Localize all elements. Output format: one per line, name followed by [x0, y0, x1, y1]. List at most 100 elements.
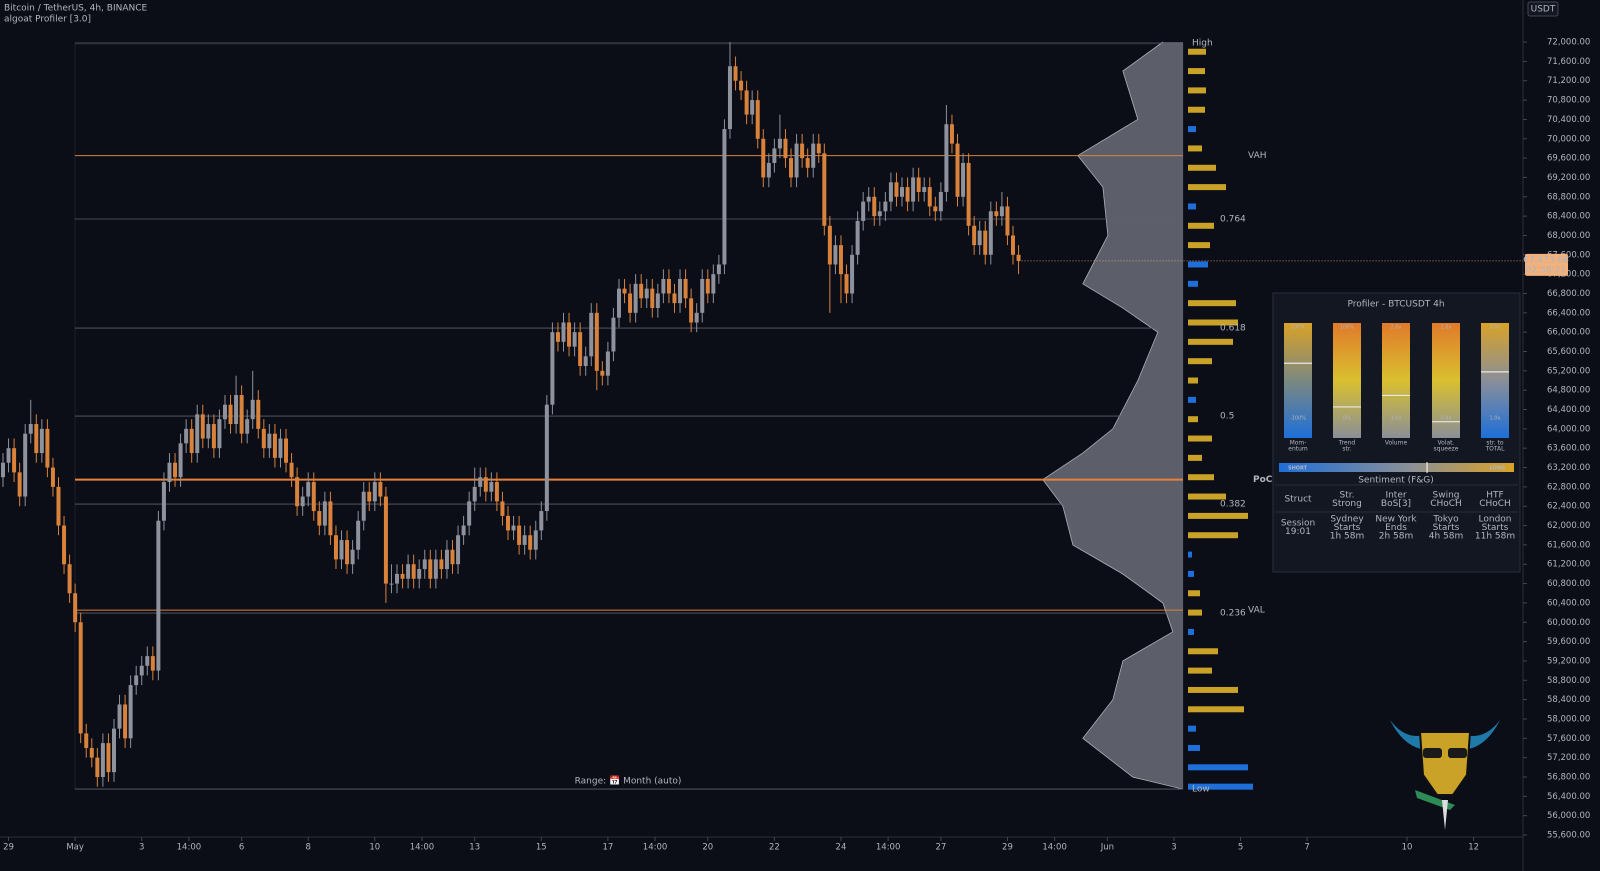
table-cell: 11h 58m: [1475, 532, 1515, 542]
last-price-label: 67,473.66: [1523, 255, 1569, 265]
sentiment-label: Sentiment (F&G): [1358, 476, 1434, 486]
x-tick-label: 7: [1304, 843, 1309, 853]
delta-bar: [1188, 126, 1196, 133]
x-tick-label: 12: [1468, 843, 1479, 853]
gauge-bottom: 0%: [1343, 416, 1351, 422]
candle-body: [777, 138, 782, 149]
candle-body: [1005, 206, 1010, 236]
delta-bar: [1188, 648, 1218, 655]
candle-body: [666, 278, 671, 294]
candle-body: [34, 424, 39, 454]
candle-body: [949, 124, 954, 144]
candle-body: [983, 230, 988, 255]
table-cell: 19:01: [1285, 527, 1311, 537]
y-tick-label: 57,600.00: [1547, 734, 1590, 744]
delta-bar: [1188, 377, 1198, 384]
delta-bar: [1188, 203, 1196, 210]
currency[interactable]: USDT: [1531, 5, 1556, 15]
candle-body: [611, 317, 616, 352]
x-tick-label: 14:00: [177, 843, 202, 853]
candle-body: [539, 511, 544, 531]
candle-body: [827, 225, 832, 265]
table-cell: Tokyo: [1432, 515, 1459, 525]
x-tick-label: 3: [139, 843, 144, 853]
gauge-top: 100%: [1340, 325, 1355, 331]
candle-body: [838, 245, 843, 275]
candle-body: [766, 162, 771, 178]
y-tick-label: 56,400.00: [1547, 792, 1590, 802]
candle-body: [783, 138, 788, 159]
candle-body: [938, 191, 943, 212]
candle-body: [406, 564, 411, 579]
candle-body: [661, 278, 666, 294]
candle-body: [12, 448, 17, 473]
gauge: [1284, 323, 1312, 438]
gauge-top: 2.0x: [1391, 325, 1402, 331]
table-header: Inter: [1385, 491, 1406, 501]
candle-body: [550, 332, 555, 405]
delta-bar: [1188, 184, 1226, 191]
x-tick-label: 14:00: [876, 843, 901, 853]
x-tick-label: 27: [935, 843, 946, 853]
delta-bar: [1188, 454, 1202, 461]
candle-body: [633, 283, 638, 313]
candle-body: [511, 525, 516, 531]
candle-body: [616, 288, 621, 318]
candle-body: [250, 399, 255, 420]
candle-body: [145, 656, 150, 666]
candle-body: [239, 395, 244, 434]
y-tick-label: 58,000.00: [1547, 714, 1590, 724]
table-cell: 4h 58m: [1429, 532, 1464, 542]
candle-body: [361, 491, 366, 521]
gauge: [1432, 323, 1460, 438]
x-tick-label: 17: [602, 843, 613, 853]
candle-body: [134, 675, 139, 686]
candle-body: [555, 332, 560, 342]
candle-body: [650, 288, 655, 308]
candle-body: [761, 138, 766, 178]
candle-body: [816, 143, 821, 154]
x-tick-label: 10: [369, 843, 380, 853]
y-tick-label: 64,400.00: [1547, 405, 1590, 415]
candle-body: [84, 733, 89, 748]
candle-body: [322, 501, 327, 526]
candle-body: [872, 196, 877, 217]
candle-body: [927, 187, 932, 207]
x-tick-label: Jun: [1100, 843, 1114, 853]
profiler-panel: Profiler - BTCUSDT 4h 100% -100% Mom-entum…: [1272, 292, 1521, 573]
gauge-name: squeeze: [1434, 446, 1459, 453]
currency-box[interactable]: [1527, 1, 1559, 17]
table-header: Str.: [1340, 491, 1355, 501]
table-header: Swing: [1433, 491, 1460, 501]
y-tick-label: 58,400.00: [1547, 695, 1590, 705]
fib-label: 0.5: [1220, 412, 1234, 422]
candle-body: [150, 656, 155, 671]
x-tick-label: 13: [469, 843, 480, 853]
candle-body: [73, 593, 78, 623]
candle-body: [800, 143, 805, 159]
candle-body: [494, 482, 499, 502]
x-tick-label: 6: [239, 843, 244, 853]
candle-body: [589, 312, 594, 357]
candle-body: [517, 525, 522, 545]
delta-bar: [1188, 338, 1233, 345]
y-tick-label: 70,400.00: [1547, 115, 1590, 125]
candle-body: [67, 564, 72, 594]
y-tick-label: 63,200.00: [1547, 463, 1590, 473]
candle-body: [383, 496, 388, 584]
candle-body: [916, 177, 921, 192]
table-cell: Starts: [1482, 523, 1509, 533]
candle-body: [211, 424, 216, 449]
candle-body: [911, 177, 916, 202]
candle-body: [522, 535, 527, 545]
gauge-top: 3.0x: [1490, 325, 1501, 331]
y-tick-label: 71,600.00: [1547, 57, 1590, 67]
y-tick-label: 61,200.00: [1547, 560, 1590, 570]
delta-bar: [1188, 783, 1253, 790]
candle-body: [139, 665, 144, 676]
gauge-bottom: -100%: [1290, 416, 1306, 422]
delta-bar: [1188, 512, 1248, 519]
gauge-name: str. to: [1486, 440, 1504, 447]
candle-body: [705, 278, 710, 294]
